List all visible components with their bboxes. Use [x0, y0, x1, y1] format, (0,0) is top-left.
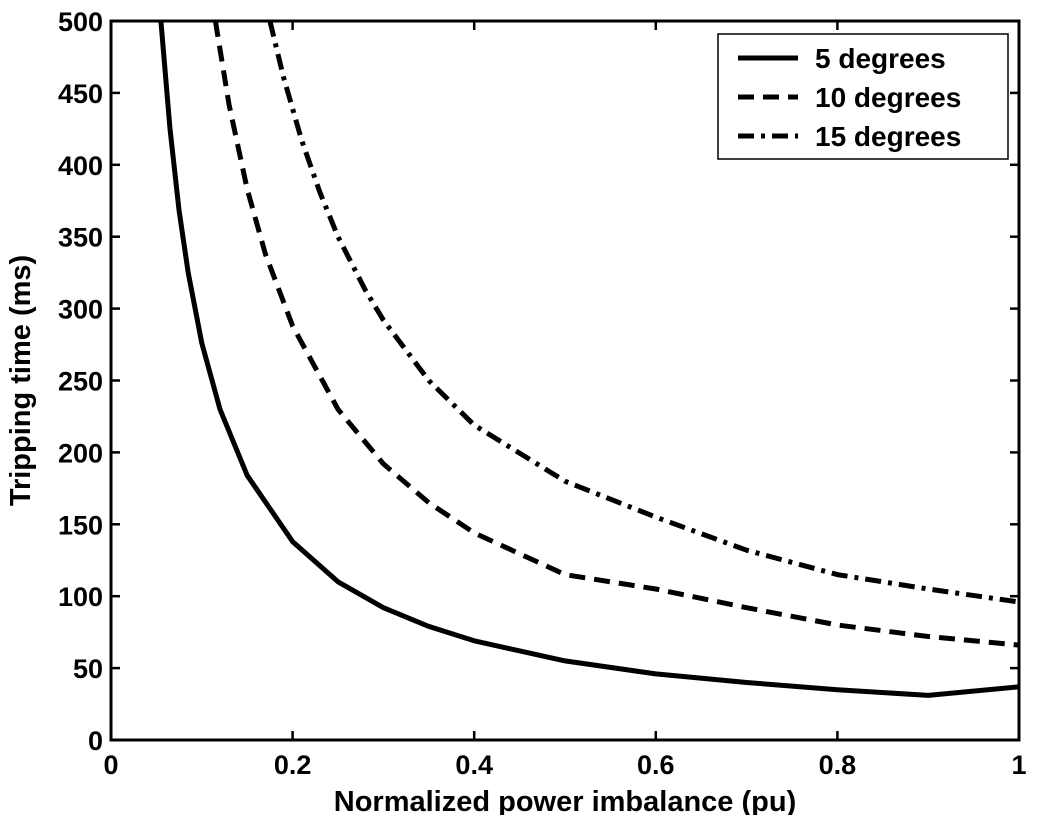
y-tick-label: 50: [73, 654, 103, 684]
legend-label-2: 10 degrees: [815, 82, 961, 113]
legend-label-3: 15 degrees: [815, 121, 961, 152]
y-tick-label: 150: [58, 510, 103, 540]
x-tick-label: 0.4: [455, 750, 493, 780]
y-tick-label: 200: [58, 438, 103, 468]
x-tick-label: 0.2: [274, 750, 312, 780]
legend-items: 5 degrees 10 degrees 15 degrees: [738, 43, 961, 152]
x-tick-label: 1: [1011, 750, 1026, 780]
y-tick-label: 250: [58, 367, 103, 397]
y-tick-label: 500: [58, 7, 103, 37]
series-layer: [158, 20, 1020, 698]
y-tick-label: 450: [58, 79, 103, 109]
series-line-3: [267, 20, 1020, 605]
legend-label-1: 5 degrees: [815, 43, 946, 74]
y-tick-label: 350: [58, 223, 103, 253]
y-tick-label: 400: [58, 151, 103, 181]
legend: 5 degrees 10 degrees 15 degrees: [717, 33, 1009, 160]
x-tick-label: 0.8: [819, 750, 857, 780]
y-tick-label: 0: [88, 726, 103, 756]
y-tick-label: 300: [58, 295, 103, 325]
x-tick-label: 0.6: [637, 750, 675, 780]
x-axis-label: Normalized power imbalance (pu): [334, 786, 796, 815]
series-line-1: [158, 20, 1020, 698]
ticks-layer: 0 0.2 0.4 0.6 0.8 1 0 50 100 150 200 250 300 350 400 45…: [58, 7, 1027, 780]
x-tick-label: 0: [103, 750, 118, 780]
y-axis-label: Tripping time (ms): [5, 255, 37, 506]
y-tick-label: 100: [58, 582, 103, 612]
